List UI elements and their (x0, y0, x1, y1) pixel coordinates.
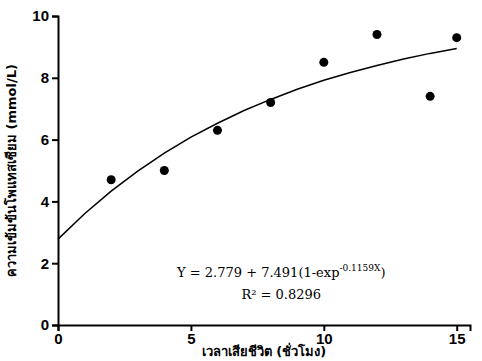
y-tick-label: 6 (41, 131, 49, 148)
y-tick-mark (52, 77, 58, 79)
annotation-text: ) (380, 265, 385, 280)
data-point (213, 126, 222, 135)
y-tick: 2 (41, 255, 58, 272)
plot: 0 5 10 15 0 2 4 6 8 10 Y = 2.779 + 7.491(1-exp-0.1… (32, 7, 470, 346)
y-tick: 8 (41, 69, 58, 86)
data-point (426, 92, 435, 101)
y-tick: 4 (41, 193, 58, 210)
annotation-text: R² = 0.8296 (241, 287, 321, 302)
chart: 0 5 10 15 0 2 4 6 8 10 Y = 2.779 + 7.491(1-exp-0.1… (0, 0, 482, 361)
data-point (160, 166, 169, 175)
y-tick-label: 0 (41, 316, 49, 333)
data-point (452, 33, 461, 42)
x-tick-label: 15 (449, 330, 466, 347)
y-tick-label: 4 (41, 193, 50, 210)
y-tick-mark (52, 16, 58, 18)
y-axis-line (52, 17, 59, 326)
y-tick: 6 (41, 131, 58, 148)
x-tick: 0 (54, 325, 62, 347)
x-tick-label: 0 (54, 330, 62, 347)
annotation-text: Y = 2.779 + 7.491(1-exp (176, 265, 339, 280)
data-point (372, 30, 381, 39)
y-tick-mark (52, 139, 58, 141)
x-tick-label: 5 (187, 330, 195, 347)
x-tick: 15 (449, 325, 466, 347)
y-tick-mark (52, 325, 58, 327)
y-tick-mark (52, 263, 58, 265)
x-tick: 5 (187, 325, 195, 347)
y-axis-title: ความเข้มข้นโพแทสเซียม (mmol/L) (3, 64, 19, 277)
y-tick-label: 8 (41, 69, 49, 86)
y-tick-label: 2 (41, 255, 49, 272)
y-tick-label: 10 (32, 7, 49, 24)
y-tick: 10 (32, 7, 58, 24)
x-axis-line (59, 326, 471, 332)
fit-line (58, 48, 457, 239)
annotation: R² = 0.8296 (241, 287, 321, 302)
data-point (107, 175, 116, 184)
x-axis-title: เวลาเสียชีวิต (ชั่วโมง) (202, 342, 326, 359)
annotation: Y = 2.779 + 7.491(1-exp-0.1159X) (176, 263, 385, 280)
y-tick: 0 (41, 316, 58, 333)
annotation-superscript: -0.1159X (339, 263, 381, 273)
marks (58, 30, 461, 239)
data-point (319, 58, 328, 67)
y-tick-mark (52, 201, 58, 203)
y-axis: 0 2 4 6 8 10 (32, 7, 58, 333)
